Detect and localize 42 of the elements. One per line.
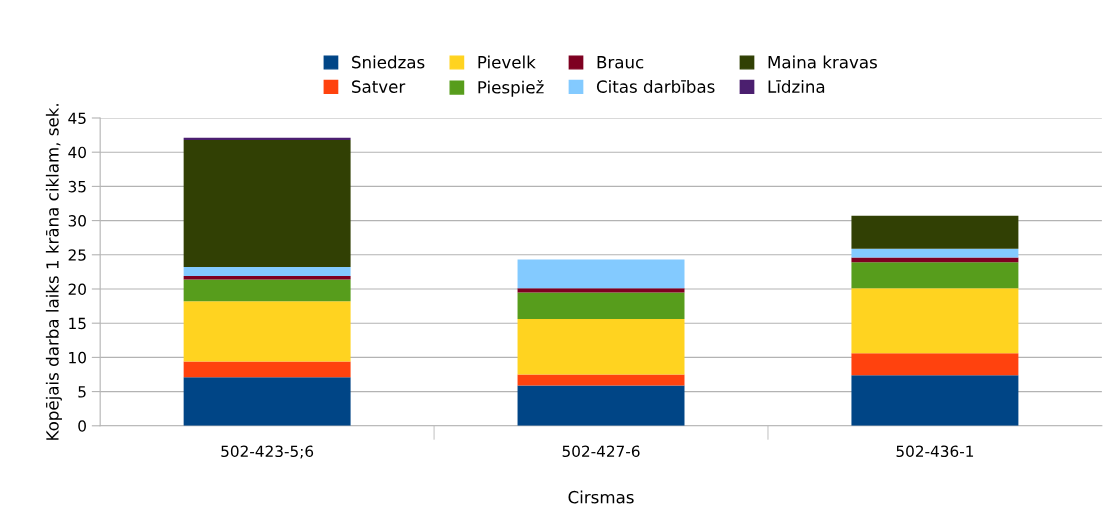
x-axis-title: Cirsmas [568,490,634,504]
y-tick-label: 40 [68,146,86,159]
bar [183,279,351,302]
legend-label: Satver [352,80,406,93]
bar [183,137,351,140]
legend-label: Līdzina [768,80,825,93]
y-tick-label: 15 [69,317,86,330]
bar [517,385,685,426]
legend-label: Pievelk [478,55,536,69]
bar [183,377,351,426]
x-tick-label: 502-427-6 [562,445,640,458]
bar [183,139,351,268]
legend-label: Sniedzas [352,55,425,69]
bar [851,262,1019,289]
bar [183,267,351,276]
y-tick-label: 20 [68,283,86,296]
bar [851,215,1019,249]
y-axis-title: Kopējais darba laiks 1 krāna ciklam, sek. [45,104,62,440]
bar [851,288,1019,354]
legend-label: Brauc [597,56,644,69]
bar [851,353,1019,376]
legend-label: Piespiež [478,80,544,97]
x-tick-label: 502-423-5;6 [221,445,314,459]
legend-label: Citas darbības [596,80,715,93]
x-tick-label: 502-436-1 [896,445,974,458]
legend-label: Maina kravas [768,55,877,69]
y-tick-label: 45 [68,112,86,125]
bar [517,288,685,293]
bar [517,374,685,386]
y-tick-label: 30 [68,215,86,227]
bar [517,319,685,375]
bar [183,361,351,378]
y-tick-label: 35 [68,180,86,193]
y-tick-label: 0 [78,420,86,432]
bar [851,248,1019,258]
y-tick-label: 5 [78,386,86,398]
bar [517,292,685,320]
y-tick-label: 10 [69,351,86,364]
bar [851,375,1019,426]
bar [517,259,685,289]
y-tick-label: 25 [68,249,86,261]
bar [183,301,351,362]
